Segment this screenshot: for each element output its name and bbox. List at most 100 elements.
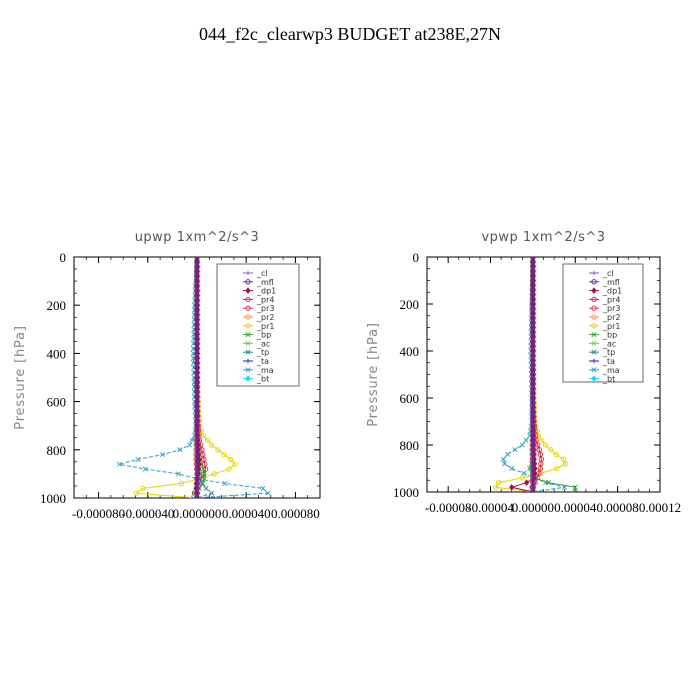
upwp-series-marker: [190, 495, 196, 498]
upwp-legend-label: _ma: [256, 366, 274, 375]
vpwp-series-marker: [553, 451, 559, 458]
vpwp-ytick-label: 1000: [393, 485, 419, 500]
upwp-legend-marker: [245, 332, 251, 338]
upwp-series-marker: [215, 447, 221, 453]
upwp-series-mfl: [194, 257, 200, 498]
vpwp-legend: _cl_mfl_dp1_pr4_pr3_pr2_pr1_bp_ac_tp_ta_…: [562, 263, 644, 384]
figure-title: 044_f2c_clearwp3 BUDGET at238E,27N: [199, 24, 501, 44]
upwp-series-marker: [201, 476, 207, 482]
vpwp-series-marker: [523, 479, 530, 486]
vpwp-series-marker: [512, 447, 518, 453]
vpwp-series-marker: [560, 456, 566, 462]
upwp-series-marker: [189, 437, 195, 443]
upwp-ytick-label: 200: [47, 298, 67, 313]
upwp-series-marker: [201, 471, 207, 477]
vpwp-series-marker: [539, 437, 545, 443]
upwp-series-marker: [187, 442, 193, 448]
upwp-series-marker: [116, 461, 123, 467]
upwp-legend-marker: [245, 349, 251, 355]
upwp-legend-marker: [245, 375, 251, 382]
vpwp-series-marker: [554, 465, 560, 472]
upwp-legend-label: _pr2: [256, 313, 274, 322]
upwp-series-marker: [142, 466, 148, 472]
upwp-legend-marker: [245, 296, 251, 303]
vpwp-legend-label: _pr1: [602, 322, 620, 331]
vpwp-xtick-label: 0.00004: [554, 500, 597, 515]
upwp-legend-marker: [245, 340, 251, 346]
upwp-legend-marker: [245, 305, 251, 311]
upwp-series-marker: [194, 495, 200, 498]
vpwp-series-marker: [509, 465, 515, 472]
vpwp-series-marker: [537, 465, 543, 472]
upwp-series-marker: [135, 456, 141, 462]
vpwp-xtick-label: 0.00000: [512, 500, 554, 515]
upwp-series-marker: [199, 481, 205, 487]
upwp-ytick-label: 400: [47, 346, 67, 361]
vpwp-ytick-label: 200: [400, 297, 420, 312]
upwp-ytick-label: 1000: [40, 491, 66, 506]
vpwp-legend-label: _mfl: [602, 278, 620, 287]
vpwp-series-marker: [542, 442, 549, 448]
upwp-series-marker: [177, 447, 183, 453]
vpwp-xtick-label: 0.00008: [597, 500, 639, 515]
upwp-legend-marker: [245, 358, 251, 364]
upwp-xtick-label: 0.000080: [271, 506, 320, 521]
vpwp-series-marker: [495, 479, 502, 486]
upwp-series-marker: [227, 456, 234, 463]
vpwp-ytick-label: 800: [400, 438, 420, 453]
upwp-legend-marker: [245, 314, 251, 320]
vpwp-series-marker: [572, 489, 578, 492]
upwp-legend-label: _mfl: [256, 278, 274, 287]
upwp-series-marker: [176, 471, 182, 477]
vpwp-series-marker: [530, 489, 536, 492]
vpwp-legend-marker: [591, 340, 597, 346]
vpwp-legend-box: [562, 263, 644, 383]
upwp-legend-marker: [245, 279, 251, 285]
upwp-series-marker: [202, 461, 208, 467]
vpwp-legend-label: _pr4: [602, 295, 620, 304]
upwp-legend: _cl_mfl_dp1_pr4_pr3_pr2_pr1_bp_ac_tp_ta_…: [216, 263, 300, 387]
vpwp-series-marker: [500, 456, 506, 462]
upwp-xtick-label: 0.000000: [173, 506, 222, 521]
vpwp-ytick-label: 400: [400, 344, 420, 359]
vpwp-series-marker: [502, 461, 508, 467]
vpwp-xtick-label: -0.00004: [467, 500, 514, 515]
vpwp-xtick-label: -0.00008: [425, 500, 472, 515]
upwp-plot-area: [116, 257, 271, 498]
vpwp-series-mfl: [530, 257, 536, 492]
vpwp-legend-marker: [591, 375, 597, 382]
vpwp-series-marker: [509, 484, 515, 491]
vpwp-legend-marker: [591, 323, 597, 329]
upwp-series-marker: [265, 490, 271, 496]
vpwp-legend-marker: [591, 332, 597, 338]
upwp-legend-box: [216, 263, 300, 387]
vpwp-series-marker: [536, 447, 542, 453]
vpwp-legend-marker: [591, 279, 597, 285]
vpwp-legend-marker: [591, 287, 597, 294]
vpwp-title: vpwp 1xm^2/s^3: [481, 230, 605, 245]
vpwp-legend-marker: [591, 358, 597, 364]
vpwp-series-marker: [572, 484, 578, 490]
vpwp-legend-label: _cl: [602, 269, 614, 278]
upwp-series-marker: [204, 437, 211, 443]
upwp-legend-marker: [245, 270, 251, 276]
upwp-legend-label: _ac: [256, 339, 270, 348]
upwp-legend-label: _bt: [256, 375, 269, 384]
vpwp-series-marker: [504, 451, 511, 457]
upwp-panel: upwp 1xm^2/s^3 Pressure [hPa] 0 200 400 600 80…: [13, 230, 321, 521]
vpwp-legend-label: _bp: [602, 331, 617, 340]
vpwp-ytick-label: 0: [413, 250, 420, 265]
vpwp-series-marker: [493, 484, 499, 490]
upwp-ytick-label: 0: [60, 250, 67, 265]
vpwp-series-marker: [537, 451, 543, 458]
vpwp-series-marker: [519, 442, 525, 448]
vpwp-legend-label: _tp: [602, 348, 615, 357]
upwp-series-marker: [232, 461, 238, 467]
vpwp-series-marker: [545, 480, 551, 486]
upwp-ylabel: Pressure [hPa]: [13, 325, 28, 429]
upwp-series-marker: [190, 350, 196, 356]
vpwp-legend-marker: [591, 270, 597, 276]
upwp-title: upwp 1xm^2/s^3: [135, 230, 260, 245]
upwp-series-marker: [260, 485, 266, 491]
upwp-series-marker: [221, 451, 227, 458]
